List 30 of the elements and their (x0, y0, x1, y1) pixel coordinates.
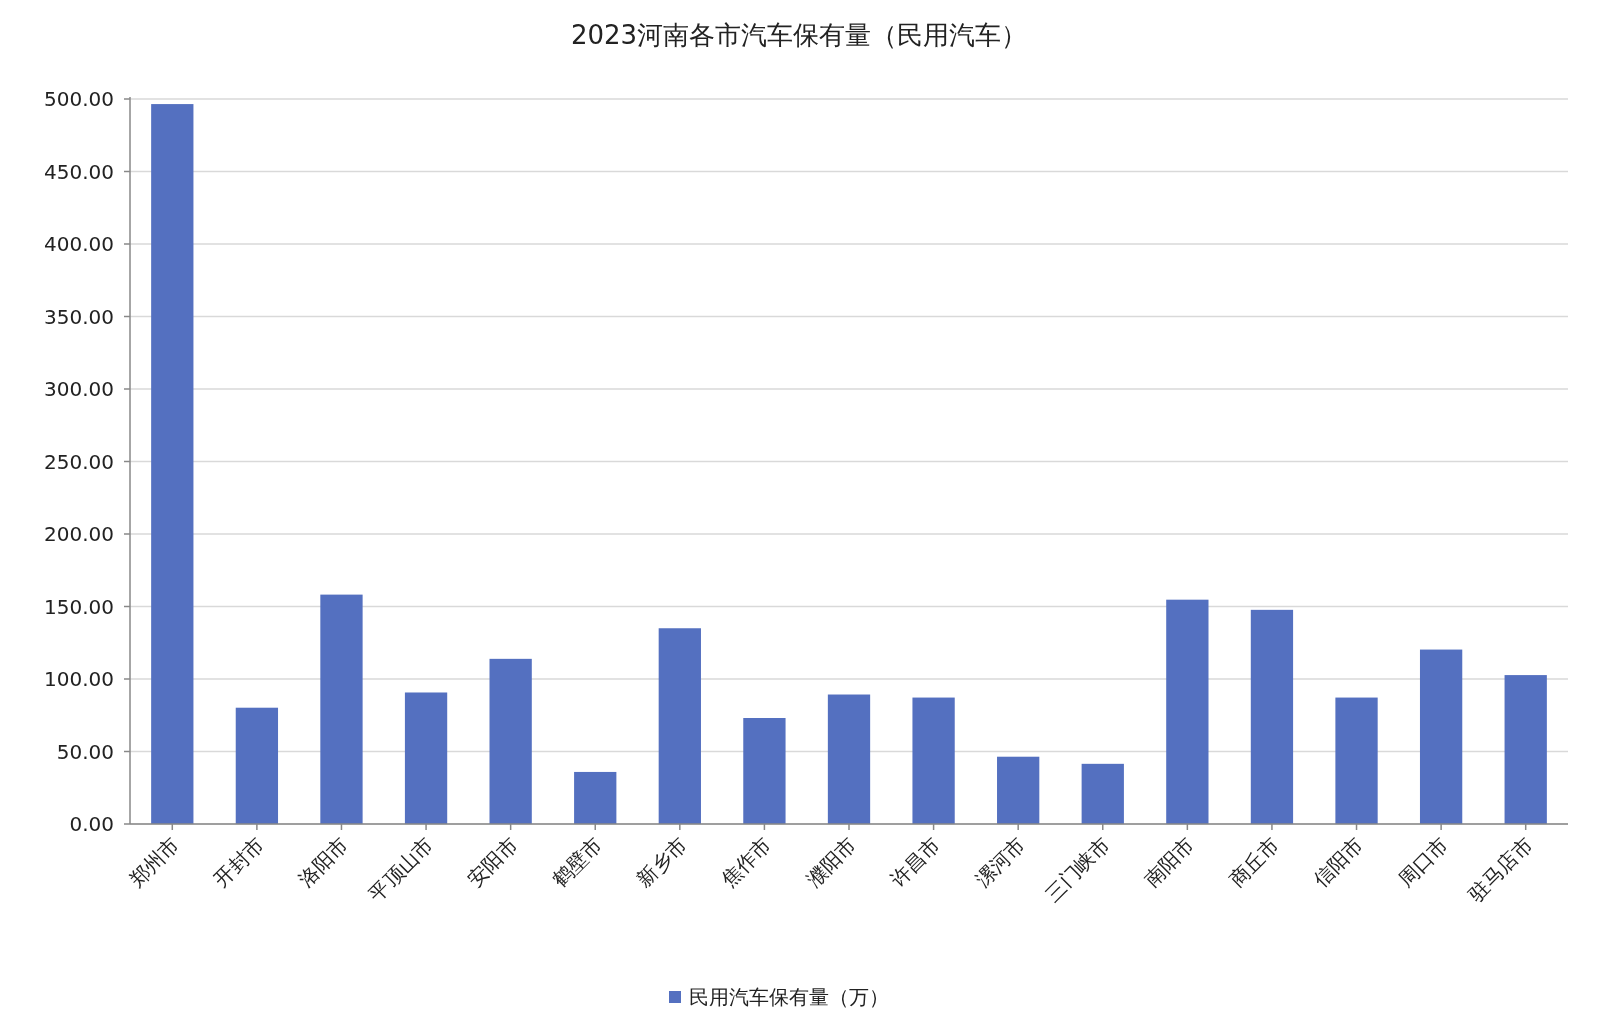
x-tick-label: 平顶山市 (364, 832, 438, 907)
y-tick-label: 200.00 (44, 522, 114, 546)
x-tick-label: 鹤壁市 (547, 832, 607, 892)
y-tick-label: 100.00 (44, 667, 114, 691)
chart-title: 2023河南各市汽车保有量（民用汽车） (570, 20, 1028, 50)
x-tick-label: 三门峡市 (1040, 832, 1115, 907)
x-tick-label: 郑州市 (124, 832, 184, 892)
x-tick-label: 商丘市 (1224, 832, 1284, 892)
y-tick-label: 450.00 (44, 159, 114, 184)
x-tick-label: 许昌市 (885, 832, 946, 892)
x-tick-label: 安阳市 (462, 832, 523, 892)
y-tick-label: 500.00 (44, 87, 114, 111)
y-tick-label: 350.00 (44, 304, 114, 329)
y-tick-label: 150.00 (44, 594, 114, 619)
x-tick-label: 开封市 (209, 832, 269, 892)
x-tick-label: 信阳市 (1308, 832, 1369, 892)
y-tick-label: 0.00 (69, 812, 114, 836)
x-tick-label: 漯河市 (970, 832, 1030, 892)
y-tick-label: 400.00 (44, 232, 114, 256)
x-tick-label: 驻马店市 (1463, 832, 1538, 907)
y-tick-label: 250.00 (44, 449, 114, 474)
legend-label: 民用汽车保有量（万） (689, 985, 889, 1009)
x-tick-label: 新乡市 (631, 832, 692, 892)
x-tick-label: 焦作市 (716, 832, 776, 892)
y-tick-label: 300.00 (44, 377, 114, 401)
x-tick-label: 濮阳市 (801, 832, 861, 892)
x-tick-label: 南阳市 (1139, 832, 1199, 892)
x-tick-label: 周口市 (1393, 832, 1453, 892)
y-tick-label: 50.00 (56, 739, 114, 764)
x-tick-label: 洛阳市 (293, 832, 354, 892)
